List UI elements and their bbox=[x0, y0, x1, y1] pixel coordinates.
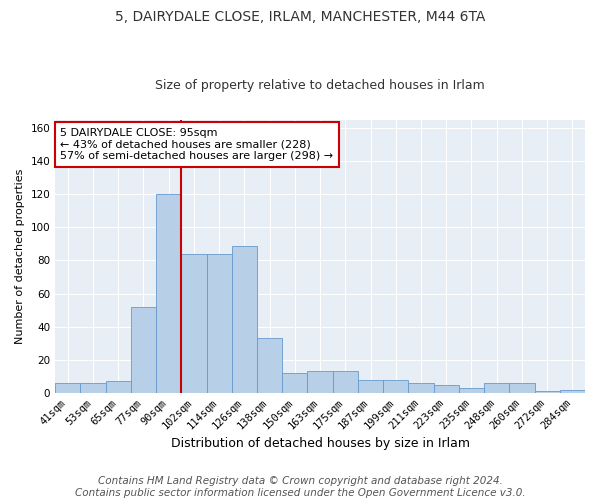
Bar bbox=[257, 338, 282, 393]
Bar bbox=[409, 383, 434, 393]
Bar bbox=[156, 194, 181, 393]
Bar bbox=[560, 390, 585, 393]
Bar bbox=[282, 373, 307, 393]
Bar bbox=[55, 383, 80, 393]
Bar bbox=[509, 383, 535, 393]
Bar bbox=[131, 307, 156, 393]
Bar bbox=[232, 246, 257, 393]
Bar bbox=[332, 372, 358, 393]
Bar bbox=[307, 372, 332, 393]
Bar bbox=[106, 382, 131, 393]
Bar bbox=[181, 254, 206, 393]
Bar bbox=[383, 380, 409, 393]
Bar bbox=[358, 380, 383, 393]
Text: 5, DAIRYDALE CLOSE, IRLAM, MANCHESTER, M44 6TA: 5, DAIRYDALE CLOSE, IRLAM, MANCHESTER, M… bbox=[115, 10, 485, 24]
Bar bbox=[535, 392, 560, 393]
Bar bbox=[484, 383, 509, 393]
Bar bbox=[80, 383, 106, 393]
X-axis label: Distribution of detached houses by size in Irlam: Distribution of detached houses by size … bbox=[170, 437, 470, 450]
Title: Size of property relative to detached houses in Irlam: Size of property relative to detached ho… bbox=[155, 79, 485, 92]
Bar bbox=[206, 254, 232, 393]
Bar bbox=[434, 384, 459, 393]
Text: 5 DAIRYDALE CLOSE: 95sqm
← 43% of detached houses are smaller (228)
57% of semi-: 5 DAIRYDALE CLOSE: 95sqm ← 43% of detach… bbox=[61, 128, 334, 161]
Text: Contains HM Land Registry data © Crown copyright and database right 2024.
Contai: Contains HM Land Registry data © Crown c… bbox=[74, 476, 526, 498]
Y-axis label: Number of detached properties: Number of detached properties bbox=[15, 168, 25, 344]
Bar bbox=[459, 388, 484, 393]
